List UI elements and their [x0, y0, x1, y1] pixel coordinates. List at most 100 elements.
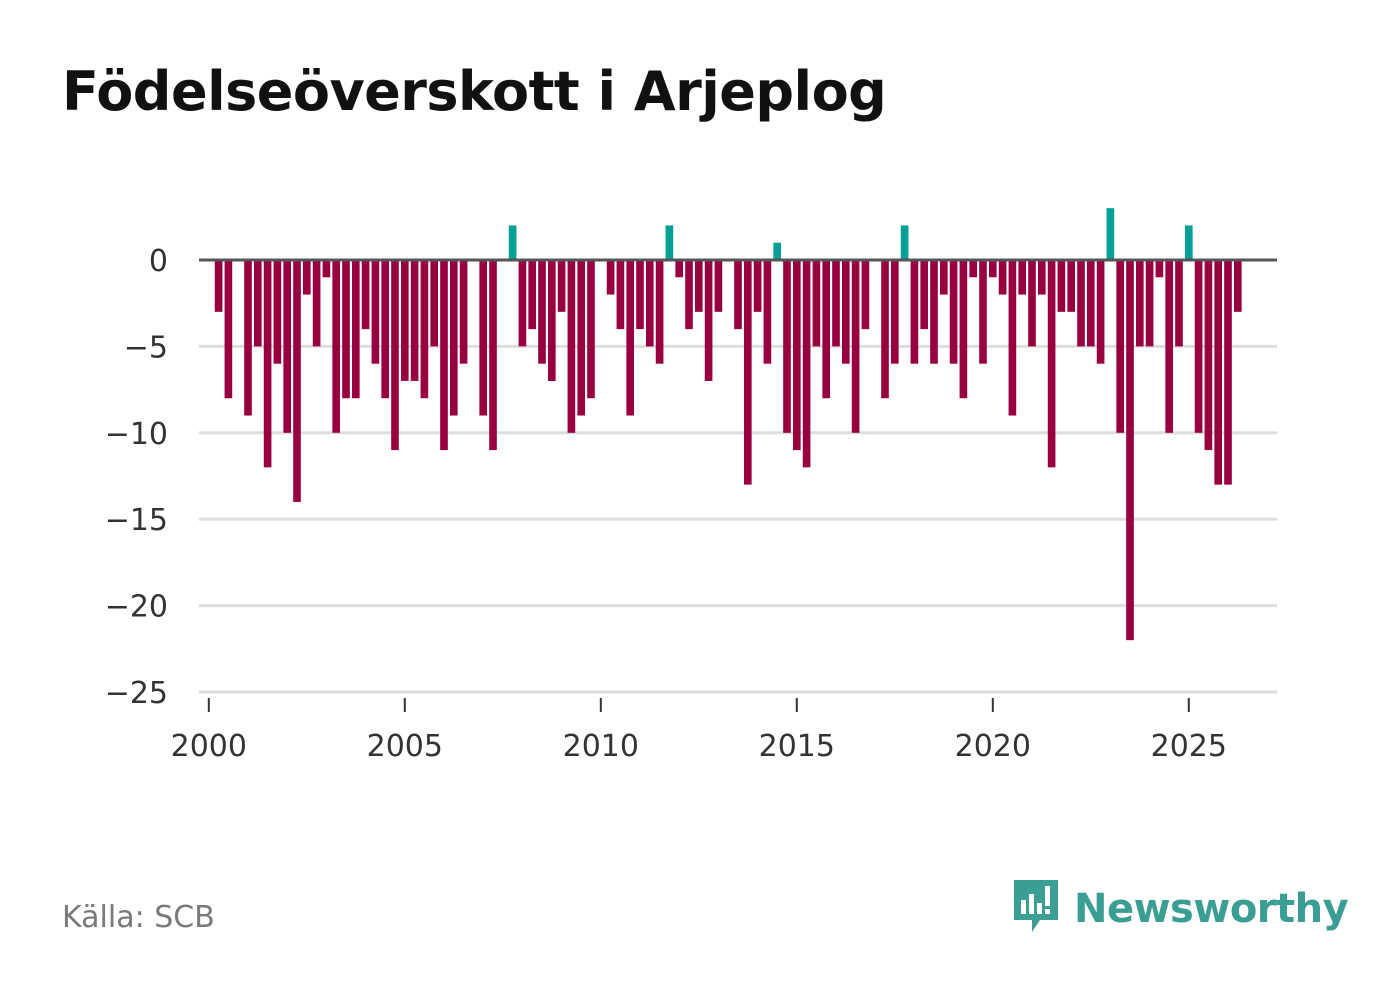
bar [861, 260, 870, 330]
bar [420, 260, 429, 399]
bar [1037, 260, 1046, 295]
x-tick-label: 2000 [171, 729, 247, 764]
bar [263, 260, 272, 468]
y-tick-label: −20 [105, 590, 168, 625]
x-tick-label: 2020 [955, 729, 1031, 764]
bar [910, 260, 919, 364]
bar [1145, 260, 1154, 347]
chart-title: Födelseöverskott i Arjeplog [62, 60, 887, 123]
bar [773, 242, 782, 260]
bar [1008, 260, 1017, 416]
bar [743, 260, 752, 485]
bar [283, 260, 292, 433]
bar [244, 260, 252, 416]
bar [312, 260, 321, 347]
bar [812, 260, 821, 347]
bar [1067, 260, 1076, 312]
bar [636, 260, 644, 330]
bar [1057, 260, 1066, 312]
bar [224, 260, 233, 399]
gridlines [199, 344, 1277, 694]
bar [449, 260, 458, 416]
y-tick-label: −25 [105, 676, 168, 711]
bar [293, 260, 301, 502]
bar [371, 260, 380, 364]
bar [1155, 260, 1164, 278]
bar [489, 260, 497, 451]
bar [1194, 260, 1203, 433]
bar [802, 260, 811, 468]
bar [440, 260, 448, 451]
bar [841, 260, 850, 364]
brand-name: Newsworthy [1074, 886, 1349, 932]
newsworthy-logo-icon [1010, 876, 1062, 942]
bar [685, 260, 693, 330]
bar [606, 260, 615, 295]
bar [342, 260, 350, 399]
y-tick-label: −10 [105, 417, 168, 452]
bar [753, 260, 762, 312]
bar [253, 260, 262, 347]
bar [430, 260, 439, 347]
bar [1214, 260, 1223, 485]
bar [645, 260, 654, 347]
bar [783, 260, 791, 433]
bar [400, 260, 409, 381]
bar [577, 260, 586, 416]
bar [587, 260, 595, 399]
bar [616, 260, 625, 330]
bar [567, 260, 576, 433]
bar [508, 225, 517, 260]
y-tick-label: 0 [149, 244, 168, 279]
bar [792, 260, 801, 451]
bar [822, 260, 831, 399]
bar [969, 260, 978, 278]
bar [832, 260, 840, 347]
y-tick-label: −5 [124, 330, 168, 365]
bar [1126, 260, 1134, 641]
bar [214, 260, 223, 312]
bar [694, 260, 703, 312]
bar [734, 260, 742, 330]
bar [410, 260, 419, 381]
y-tick-label: −15 [105, 503, 168, 538]
x-tick-label: 2010 [563, 729, 639, 764]
x-tick-label: 2005 [367, 729, 443, 764]
x-tick-label: 2025 [1151, 729, 1227, 764]
bar [1028, 260, 1036, 347]
bars [214, 208, 1242, 641]
x-axis: 2000 2005 2010 2015 2020 2025 [171, 698, 1227, 764]
bar [361, 260, 370, 330]
brand-logo: Newsworthy [1010, 876, 1349, 942]
bar [920, 260, 929, 330]
bar [1233, 260, 1242, 312]
bar [557, 260, 566, 312]
y-axis: 0 −5 −10 −15 −20 −25 [105, 244, 168, 711]
bar [939, 260, 948, 295]
bar [1106, 208, 1115, 260]
x-tick-label: 2015 [759, 729, 835, 764]
bar [322, 260, 331, 278]
bar [881, 260, 889, 399]
bar [900, 225, 909, 260]
bar [1135, 260, 1144, 347]
bar [763, 260, 772, 364]
bar [704, 260, 713, 381]
bar [1165, 260, 1174, 433]
bar [391, 260, 399, 451]
bar [626, 260, 635, 416]
bar [1204, 260, 1213, 451]
bar [518, 260, 527, 347]
bar [979, 260, 987, 364]
bar [528, 260, 537, 330]
bar [655, 260, 664, 364]
bar [332, 260, 341, 433]
bar [1184, 225, 1193, 260]
bar [988, 260, 997, 278]
bar [959, 260, 968, 399]
bar [675, 260, 684, 278]
bar [998, 260, 1007, 295]
bar [1086, 260, 1095, 347]
bar [1077, 260, 1085, 347]
source-note: Källa: SCB [62, 900, 215, 935]
